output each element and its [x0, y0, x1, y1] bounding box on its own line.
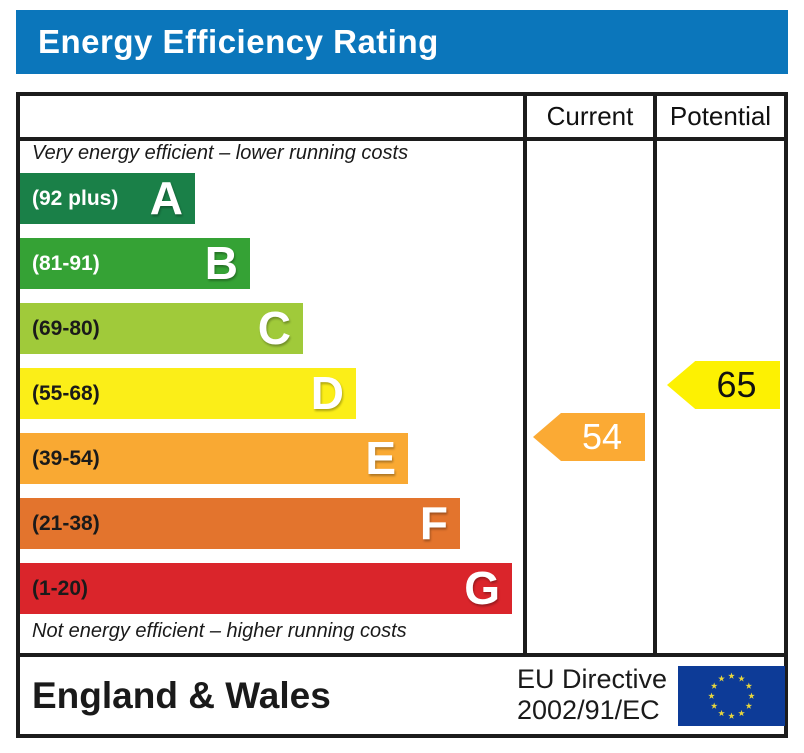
band-f-letter: F [419, 497, 448, 549]
band-c-letter: C [257, 302, 291, 354]
band-g-range: (1-20) [32, 577, 89, 600]
column-divider-potential [653, 96, 657, 653]
bottom-note: Not energy efficient – higher running co… [32, 620, 407, 642]
potential-column-header: Potential [669, 101, 772, 131]
eu-flag-icon [678, 666, 785, 726]
band-d-range: (55-68) [32, 382, 100, 405]
current-column-header: Current [546, 101, 634, 131]
band-d-letter: D [310, 367, 344, 419]
band-f-range: (21-38) [32, 512, 100, 535]
header-banner: Energy Efficiency Rating [16, 10, 788, 74]
band-e-letter: E [365, 432, 396, 484]
band-f: (21-38) F [20, 498, 460, 549]
header-row-separator [20, 137, 784, 141]
potential-rating-value: 65 [716, 364, 757, 405]
page-title: Energy Efficiency Rating [38, 23, 439, 60]
eu-directive-label: EU Directive 2002/91/EC [517, 664, 667, 726]
band-g: (1-20) G [20, 563, 512, 614]
eu-directive-line2: 2002/91/EC [517, 695, 660, 725]
band-e-range: (39-54) [32, 447, 100, 470]
current-rating-value: 54 [581, 416, 623, 457]
column-divider-current [523, 96, 527, 653]
band-g-letter: G [464, 562, 500, 614]
top-note: Very energy efficient – lower running co… [32, 142, 409, 164]
footer-row: England & Wales EU Directive 2002/91/EC [20, 657, 785, 734]
band-e: (39-54) E [20, 433, 408, 484]
band-a-letter: A [149, 172, 183, 224]
band-d: (55-68) D [20, 368, 356, 419]
band-c: (69-80) C [20, 303, 303, 354]
band-b-letter: B [204, 237, 238, 289]
footer-row-separator [20, 653, 784, 657]
current-rating-arrow: 54 [533, 413, 645, 461]
band-a: (92 plus) A [20, 173, 195, 224]
eu-directive-line1: EU Directive [517, 664, 668, 694]
band-a-range: (92 plus) [32, 187, 119, 210]
potential-rating-arrow: 65 [667, 361, 780, 409]
region-label: England & Wales [32, 675, 331, 716]
energy-rating-chart: Current Potential Very energy efficient … [16, 92, 788, 738]
band-b: (81-91) B [20, 238, 250, 289]
band-b-range: (81-91) [32, 252, 100, 275]
band-c-range: (69-80) [32, 317, 100, 340]
